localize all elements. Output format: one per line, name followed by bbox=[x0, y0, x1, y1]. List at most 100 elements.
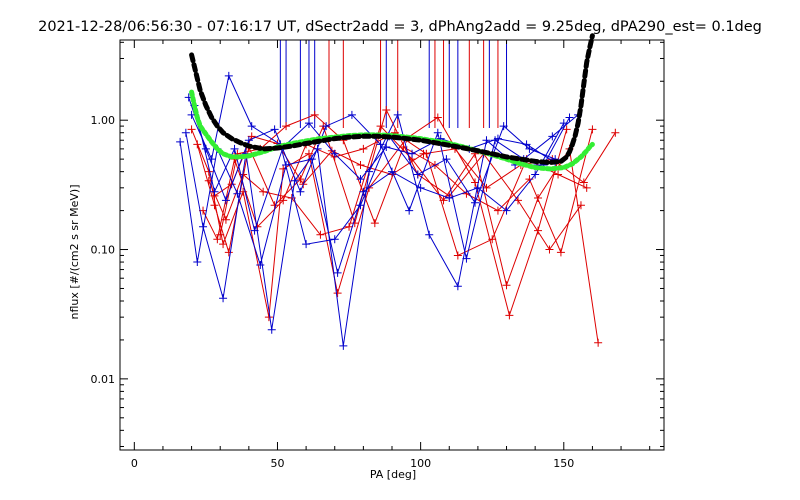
data-point-red bbox=[259, 187, 268, 196]
data-point-red bbox=[370, 219, 379, 228]
data-point-blue bbox=[270, 125, 279, 134]
data-point-blue bbox=[339, 341, 348, 350]
data-point-red bbox=[534, 226, 543, 235]
data-point-red bbox=[419, 149, 428, 158]
data-point-blue bbox=[462, 254, 471, 263]
data-point-red bbox=[493, 206, 502, 215]
data-point-red bbox=[554, 170, 563, 179]
data-point-blue bbox=[282, 161, 291, 170]
data-point-blue bbox=[565, 113, 574, 122]
data-point-red bbox=[382, 105, 391, 114]
data-point-red bbox=[219, 240, 228, 249]
data-point-red bbox=[579, 178, 588, 187]
data-point-red bbox=[611, 128, 620, 137]
data-point-blue bbox=[359, 187, 368, 196]
data-point-red bbox=[439, 196, 448, 205]
data-point-blue bbox=[356, 201, 365, 210]
fit-curves bbox=[189, 33, 595, 172]
series-line-blue bbox=[185, 113, 570, 346]
data-point-blue bbox=[548, 132, 557, 141]
data-point-blue bbox=[522, 140, 531, 149]
data-point-blue bbox=[393, 110, 402, 119]
y-tick-label: 0.01 bbox=[91, 373, 116, 386]
data-point-blue bbox=[193, 258, 202, 267]
data-point-blue bbox=[296, 187, 305, 196]
chart-title: 2021-12-28/06:56:30 - 07:16:17 UT, dSect… bbox=[38, 19, 762, 35]
data-point-blue bbox=[244, 136, 253, 145]
data-point-red bbox=[279, 196, 288, 205]
data-point-red bbox=[453, 251, 462, 260]
data-point-red bbox=[224, 248, 233, 257]
data-point-blue bbox=[347, 110, 356, 119]
data-point-blue bbox=[267, 325, 276, 334]
data-point-blue bbox=[224, 71, 233, 80]
data-point-blue bbox=[413, 170, 422, 179]
data-point-blue bbox=[382, 143, 391, 152]
data-point-red bbox=[556, 248, 565, 257]
series-line-red bbox=[219, 114, 593, 254]
data-point-blue bbox=[233, 189, 242, 198]
data-point-red bbox=[310, 110, 319, 119]
data-point-blue bbox=[302, 240, 311, 249]
data-point-blue bbox=[181, 128, 190, 137]
data-point-blue bbox=[356, 175, 365, 184]
data-point-red bbox=[588, 125, 597, 134]
data-point-blue bbox=[499, 122, 508, 131]
y-axis: 0.01 0.10 1.00 bbox=[91, 41, 664, 447]
data-point-blue bbox=[531, 170, 540, 179]
fit-curve-black bbox=[189, 33, 595, 166]
y-axis-label: nflux [#/(cm2 s sr MeV)] bbox=[68, 185, 81, 320]
data-point-blue bbox=[221, 196, 230, 205]
data-point-red bbox=[471, 178, 480, 187]
data-point-red bbox=[264, 313, 273, 322]
data-point-red bbox=[210, 201, 219, 210]
data-point-red bbox=[562, 125, 571, 134]
series-group bbox=[176, 71, 620, 350]
data-point-red bbox=[345, 222, 354, 231]
data-point-red bbox=[282, 122, 291, 131]
data-point-blue bbox=[330, 149, 339, 158]
data-point-red bbox=[582, 183, 591, 192]
x-tick-label: 100 bbox=[410, 457, 431, 470]
data-point-red bbox=[594, 338, 603, 347]
x-axis: 0 50 100 150 bbox=[131, 40, 651, 470]
data-point-red bbox=[513, 196, 522, 205]
data-point-red bbox=[216, 230, 225, 239]
data-point-red bbox=[502, 281, 511, 290]
data-point-blue bbox=[330, 235, 339, 244]
data-point-blue bbox=[493, 134, 502, 143]
data-point-blue bbox=[210, 187, 219, 196]
x-axis-label: PA [deg] bbox=[370, 468, 416, 481]
data-point-red bbox=[213, 235, 222, 244]
data-point-blue bbox=[559, 119, 568, 128]
data-point-blue bbox=[502, 206, 511, 215]
x-tick-label: 0 bbox=[131, 457, 138, 470]
data-point-blue bbox=[176, 137, 185, 146]
data-point-red bbox=[187, 125, 196, 134]
data-point-blue bbox=[207, 155, 216, 164]
data-point-blue bbox=[322, 122, 331, 131]
data-point-red bbox=[505, 311, 514, 320]
data-point-red bbox=[333, 289, 342, 298]
data-point-blue bbox=[247, 122, 256, 131]
data-point-red bbox=[193, 140, 202, 149]
data-point-blue bbox=[471, 198, 480, 207]
data-point-blue bbox=[376, 140, 385, 149]
data-point-blue bbox=[201, 144, 210, 153]
data-point-red bbox=[488, 235, 497, 244]
series-line-blue bbox=[188, 97, 579, 259]
data-point-blue bbox=[250, 226, 259, 235]
data-point-blue bbox=[304, 119, 313, 128]
data-point-blue bbox=[433, 128, 442, 137]
data-point-red bbox=[359, 144, 368, 153]
data-point-blue bbox=[256, 260, 265, 269]
data-point-blue bbox=[408, 149, 417, 158]
data-point-red bbox=[376, 122, 385, 131]
y-tick-label: 0.10 bbox=[91, 244, 116, 257]
data-point-blue bbox=[219, 294, 228, 303]
data-point-red bbox=[433, 113, 442, 122]
series-line-blue bbox=[179, 122, 565, 275]
data-point-blue bbox=[230, 144, 239, 153]
x-tick-label: 150 bbox=[553, 457, 574, 470]
